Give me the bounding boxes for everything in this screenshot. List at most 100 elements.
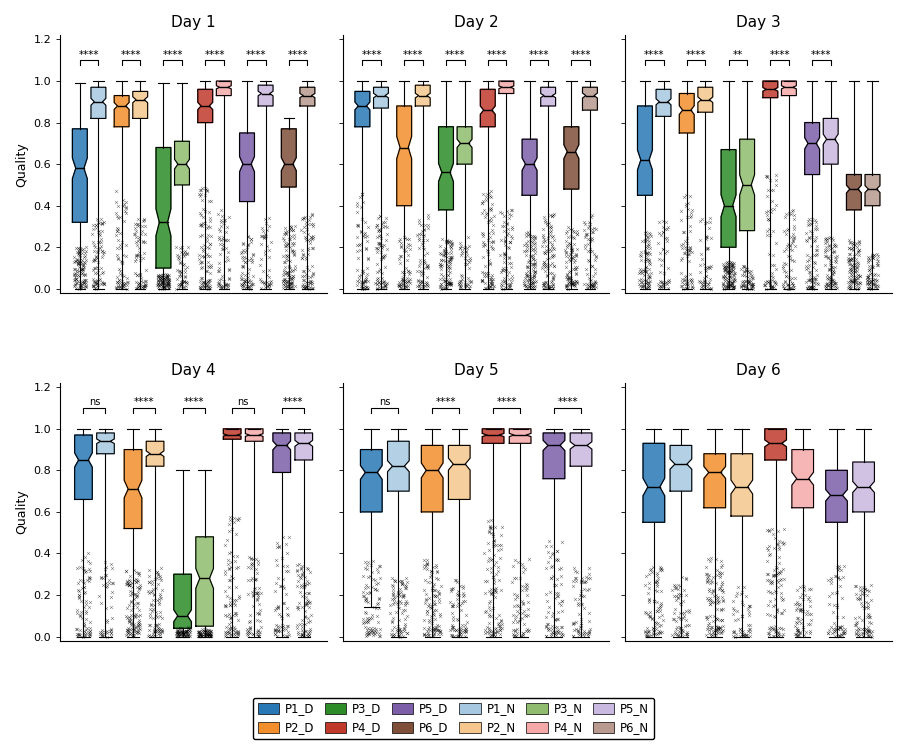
Point: [483, 522, 497, 534]
Point: [828, 570, 843, 582]
Point: [78, 274, 93, 286]
Point: [857, 623, 872, 635]
Point: [708, 589, 723, 601]
Point: [719, 267, 734, 279]
Point: [830, 601, 844, 613]
Point: [200, 282, 215, 294]
Point: [241, 276, 256, 288]
Point: [853, 277, 867, 289]
Point: [547, 580, 561, 592]
Point: [132, 615, 147, 627]
Point: [652, 562, 667, 574]
Point: [786, 204, 801, 216]
Point: [788, 628, 803, 640]
Point: [82, 575, 96, 587]
Point: [75, 575, 90, 587]
Point: [584, 209, 599, 221]
Point: [736, 629, 750, 641]
Point: [277, 266, 291, 278]
Point: [377, 249, 392, 261]
Point: [142, 603, 157, 615]
Point: [73, 574, 87, 586]
Point: [161, 277, 175, 289]
Polygon shape: [763, 81, 778, 98]
Point: [77, 261, 92, 273]
Point: [444, 600, 459, 612]
Point: [545, 282, 560, 294]
Point: [195, 221, 210, 232]
Point: [375, 240, 389, 252]
Point: [727, 626, 741, 638]
Point: [251, 556, 266, 568]
Point: [639, 247, 654, 259]
Point: [643, 242, 658, 254]
Point: [589, 277, 603, 289]
Point: [729, 605, 744, 617]
Point: [638, 625, 652, 637]
Point: [223, 600, 238, 612]
Polygon shape: [223, 429, 241, 440]
Point: [482, 215, 496, 226]
Point: [203, 194, 218, 206]
Point: [563, 278, 578, 290]
Point: [736, 279, 750, 291]
Point: [156, 277, 171, 289]
Point: [92, 274, 106, 286]
Point: [736, 260, 751, 272]
Point: [483, 203, 498, 215]
Point: [214, 214, 229, 226]
Point: [90, 276, 104, 288]
Point: [424, 568, 438, 580]
Point: [701, 278, 716, 290]
Point: [525, 273, 540, 285]
Point: [862, 253, 876, 264]
Point: [375, 216, 390, 228]
Point: [703, 597, 717, 609]
Point: [269, 541, 284, 553]
Point: [298, 280, 313, 292]
Point: [525, 244, 540, 256]
Point: [674, 267, 688, 279]
Point: [192, 630, 207, 641]
Point: [841, 252, 855, 264]
Point: [634, 247, 649, 259]
Point: [143, 599, 158, 611]
Point: [706, 615, 720, 627]
Point: [182, 628, 197, 640]
Point: [415, 225, 430, 237]
Point: [242, 264, 257, 276]
Point: [246, 270, 260, 282]
Point: [100, 614, 114, 626]
Point: [701, 222, 716, 234]
Point: [563, 230, 578, 242]
Point: [117, 206, 132, 218]
Point: [713, 621, 727, 633]
Point: [198, 627, 212, 638]
Point: [824, 274, 839, 286]
Point: [359, 559, 374, 571]
Point: [653, 626, 668, 638]
Point: [357, 275, 372, 287]
Point: [88, 262, 102, 274]
Point: [649, 568, 664, 580]
Point: [221, 264, 236, 276]
Point: [559, 227, 573, 239]
Point: [852, 630, 866, 641]
Point: [439, 236, 454, 248]
Point: [93, 628, 107, 640]
Point: [818, 281, 833, 293]
Point: [519, 279, 533, 291]
Point: [173, 242, 188, 254]
Point: [394, 240, 408, 252]
Point: [481, 235, 495, 247]
Point: [83, 572, 97, 584]
Point: [582, 280, 597, 292]
Point: [849, 580, 863, 592]
Point: [202, 276, 217, 288]
Point: [680, 282, 695, 294]
Point: [553, 577, 568, 589]
Point: [387, 629, 402, 641]
Point: [88, 276, 102, 288]
Point: [161, 278, 176, 290]
Point: [454, 630, 468, 642]
